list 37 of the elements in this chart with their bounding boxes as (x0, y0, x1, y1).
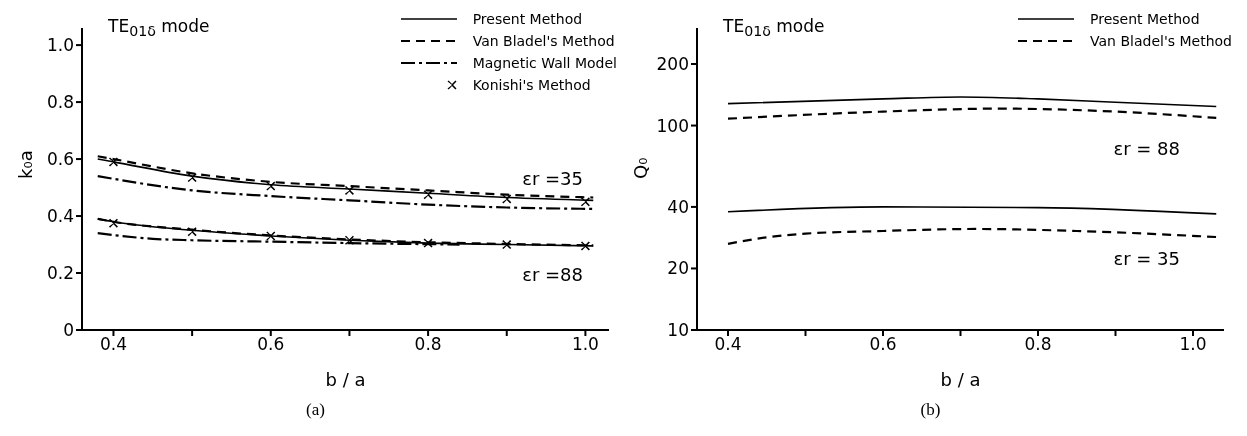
y-tick-label: 0.4 (46, 206, 74, 227)
legend-label: Van Bladel's Method (1090, 33, 1232, 49)
x-axis-title: b / a (325, 369, 366, 390)
text: (a) (305, 400, 326, 420)
y-tick-label: 0 (63, 320, 74, 341)
y-tick-label: 1.0 (46, 35, 74, 56)
y-tick-label: 0.8 (46, 92, 74, 113)
chart-title: TE$_{01δ}$ mode (723, 16, 825, 40)
x-axis-title: b / a (940, 369, 981, 390)
x-tick-label: 0.4 (99, 334, 127, 355)
text: (b) (919, 400, 942, 420)
annotation: εr =88 (522, 264, 583, 285)
y-tick-label: 10 (667, 320, 689, 341)
annotation: εr = 35 (1113, 248, 1180, 269)
x-tick-label: 0.4 (714, 334, 742, 355)
x-tick-label: 0.6 (869, 334, 897, 355)
y-tick-label: 40 (667, 196, 689, 217)
x-tick-label: 0.8 (414, 334, 442, 355)
y-tick-label: 100 (656, 115, 689, 136)
x-tick-label: 0.8 (1024, 334, 1052, 355)
legend-label: Magnetic Wall Model (472, 55, 617, 71)
legend-label: Present Method (472, 11, 583, 27)
legend-label: Konishi's Method (472, 77, 591, 93)
legend-label: Present Method (1090, 11, 1200, 27)
x-tick-label: 1.0 (1179, 334, 1207, 355)
y-axis-title: Q₀ (630, 157, 652, 179)
legend-label: Van Bladel's Method (472, 33, 615, 49)
x-tick-label: 0.6 (257, 334, 285, 355)
y-tick-label: 20 (667, 258, 689, 279)
annotation: εr =35 (522, 168, 583, 189)
chart-title: TE$_{01δ}$ mode (108, 16, 210, 40)
y-tick-label: 0.2 (46, 263, 74, 284)
y-tick-label: 0.6 (46, 149, 74, 170)
x-tick-label: 1.0 (571, 334, 599, 355)
annotation: εr = 88 (1113, 138, 1180, 159)
y-axis-title: k₀a (15, 150, 37, 179)
y-tick-label: 200 (656, 54, 689, 75)
